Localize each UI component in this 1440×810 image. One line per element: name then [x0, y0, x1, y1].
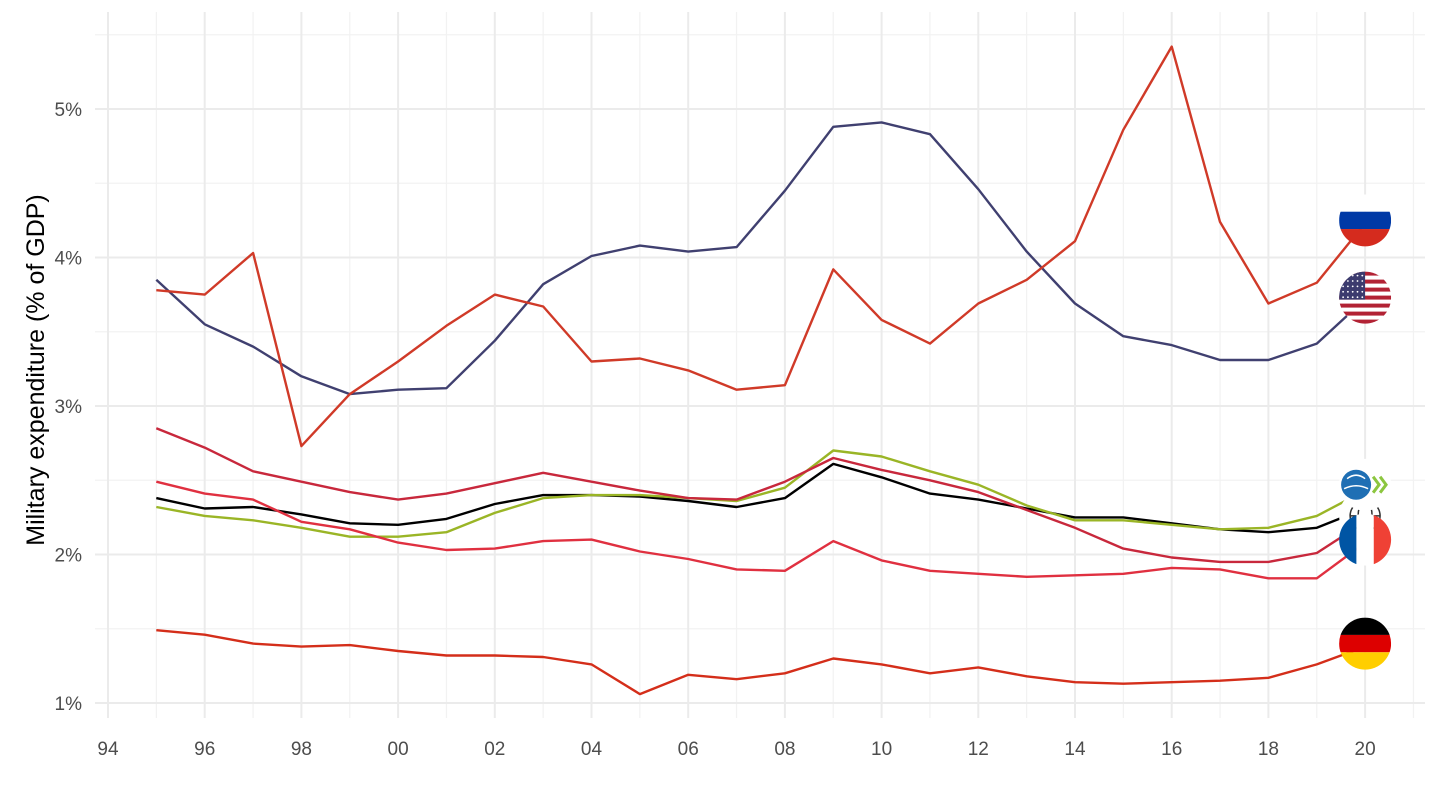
series-line-oecd — [156, 462, 1366, 534]
x-tick-label: 10 — [871, 739, 892, 760]
x-tick-label: 00 — [388, 739, 409, 760]
series-line-usa — [156, 45, 1367, 448]
y-tick-label: 3% — [55, 397, 83, 418]
russia-flag-icon — [1339, 194, 1392, 247]
x-tick-label: 98 — [291, 739, 312, 760]
x-tick-label: 20 — [1355, 739, 1376, 760]
series-line-russia — [155, 121, 1366, 396]
minor-gridlines — [95, 12, 1425, 718]
series-lines — [155, 45, 1367, 696]
x-tick-label: 06 — [678, 739, 699, 760]
x-tick-label: 14 — [1064, 739, 1086, 760]
oecd-flag-icon — [1339, 458, 1392, 511]
series-line-france — [156, 480, 1366, 580]
y-axis-tick-labels: 1% 2% 3% 4% 5% — [55, 100, 83, 715]
x-tick-label: 04 — [581, 739, 603, 760]
series-line-germany — [156, 629, 1366, 696]
x-tick-label: 02 — [484, 739, 505, 760]
major-gridlines — [95, 12, 1425, 718]
y-tick-label: 2% — [55, 546, 83, 567]
series-line-world — [156, 449, 1366, 538]
x-tick-label: 16 — [1161, 739, 1182, 760]
x-tick-label: 08 — [774, 739, 795, 760]
y-tick-label: 4% — [55, 249, 83, 270]
germany-flag-icon — [1339, 617, 1392, 670]
y-axis-title: Military expenditure (% of GDP) — [22, 194, 50, 546]
flag-markers — [1339, 194, 1392, 670]
usa-flag-icon — [1339, 271, 1392, 324]
x-tick-label: 96 — [194, 739, 215, 760]
x-axis-tick-labels: 94 96 98 00 02 04 06 08 10 12 14 16 18 20 — [97, 739, 1375, 760]
series-line-uk — [155, 427, 1366, 564]
y-tick-label: 1% — [55, 694, 83, 715]
france-flag-icon — [1339, 513, 1392, 566]
x-tick-label: 12 — [968, 739, 989, 760]
x-tick-label: 94 — [97, 739, 119, 760]
y-tick-label: 5% — [55, 100, 83, 121]
x-tick-label: 18 — [1258, 739, 1279, 760]
